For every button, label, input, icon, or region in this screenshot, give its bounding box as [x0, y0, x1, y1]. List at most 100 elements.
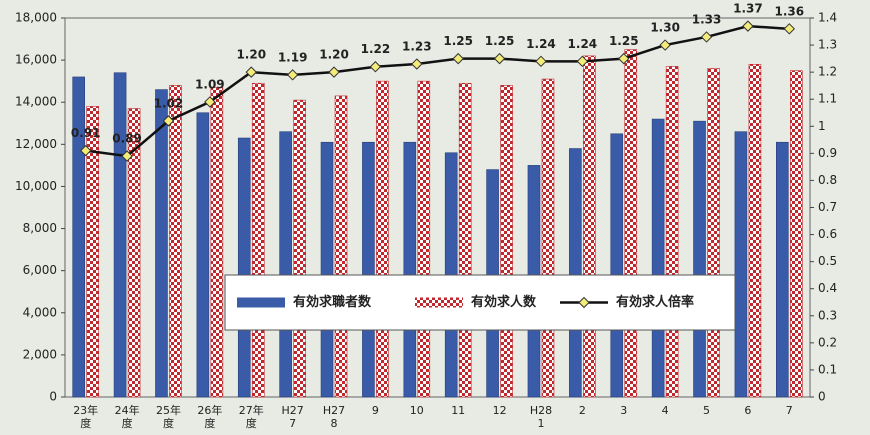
bar — [210, 87, 224, 398]
y2-tick-label: 1.4 — [818, 11, 837, 25]
marker — [204, 96, 216, 108]
bar — [155, 89, 168, 398]
x-tick-label: 3 — [620, 404, 628, 417]
bar — [334, 95, 348, 398]
bar — [72, 76, 85, 398]
bar — [169, 85, 182, 398]
marker — [493, 52, 506, 65]
y2-tick-label: 0.6 — [818, 227, 837, 241]
y-tick-label: 6,000 — [23, 263, 57, 277]
data-label: 1.36 — [775, 4, 805, 18]
marker — [411, 58, 423, 70]
y2-tick-label: 0.5 — [818, 254, 837, 268]
data-label: 1.20 — [319, 48, 349, 62]
y-tick-label: 4,000 — [23, 305, 57, 319]
marker — [369, 61, 382, 73]
bar — [113, 72, 127, 398]
y2-tick-label: 0.1 — [818, 362, 837, 376]
legend-label: 有効求職者数 — [293, 294, 372, 310]
marker — [328, 66, 340, 78]
y2-tick-label: 1.2 — [818, 65, 837, 79]
bar — [86, 106, 99, 398]
bar — [376, 80, 389, 398]
marker — [452, 52, 464, 65]
x-tick-label: 2 — [578, 404, 586, 417]
bar — [610, 133, 624, 398]
bar — [127, 108, 141, 398]
y-tick-label: 10,000 — [15, 179, 57, 193]
bar — [279, 131, 292, 398]
bar — [362, 141, 375, 398]
data-label: 1.09 — [195, 77, 225, 91]
data-label: 1.02 — [154, 96, 184, 110]
y-tick-label: 16,000 — [15, 53, 57, 67]
y2-tick-label: 1.3 — [818, 38, 837, 52]
data-label: 1.23 — [402, 40, 432, 54]
marker — [162, 115, 175, 127]
y2-tick-label: 0 — [818, 390, 826, 404]
bar — [569, 148, 582, 398]
x-tick-label: H27 7 — [281, 404, 304, 430]
y2-tick-label: 0.4 — [818, 281, 837, 295]
bar — [320, 141, 334, 398]
data-label: 0.89 — [112, 132, 142, 146]
y-tick-label: 12,000 — [15, 137, 57, 151]
data-label: 1.30 — [650, 21, 680, 35]
y2-tick-label: 0.3 — [818, 308, 837, 322]
x-tick-label: 6 — [744, 404, 752, 417]
y2-tick-label: 0.9 — [818, 146, 837, 160]
marker — [286, 69, 299, 81]
bar — [403, 141, 417, 398]
bar — [458, 82, 472, 398]
x-tick-label: H27 8 — [322, 404, 346, 430]
y-tick-label: 0 — [49, 390, 57, 404]
y-tick-label: 18,000 — [15, 11, 57, 25]
data-label: 1.20 — [236, 48, 266, 62]
bar — [624, 49, 638, 398]
marker — [245, 66, 257, 78]
x-tick-label: 12 — [492, 404, 507, 417]
x-tick-label: 7 — [785, 404, 793, 417]
legend-label: 有効求人数 — [471, 294, 537, 310]
bar — [293, 99, 306, 398]
legend-marker — [578, 296, 590, 309]
marker — [659, 39, 671, 51]
marker — [121, 150, 133, 162]
data-label: 0.91 — [71, 126, 101, 140]
marker — [535, 55, 547, 68]
x-tick-label: 24年 度 — [114, 404, 140, 430]
y2-tick-label: 1 — [818, 119, 826, 133]
bar — [734, 131, 748, 398]
data-label: 1.19 — [278, 50, 308, 64]
y2-tick-label: 1.1 — [818, 92, 837, 106]
x-tick-label: H28 1 — [529, 404, 553, 430]
bar — [500, 85, 513, 398]
legend-box — [224, 274, 736, 331]
y2-tick-label: 0.7 — [818, 200, 837, 214]
legend-swatch — [415, 297, 463, 308]
x-tick-label: 27年 度 — [238, 404, 264, 430]
data-label: 1.24 — [526, 37, 556, 51]
x-tick-label: 5 — [703, 404, 711, 417]
marker — [783, 23, 796, 35]
data-label: 1.25 — [443, 34, 473, 48]
bar — [790, 70, 803, 398]
bar — [196, 112, 210, 398]
data-label: 1.33 — [692, 12, 722, 26]
bar — [237, 137, 251, 398]
legend-swatch — [237, 297, 285, 308]
data-label: 1.22 — [361, 42, 391, 56]
bar — [776, 141, 789, 398]
x-tick-label: 11 — [451, 404, 466, 417]
marker — [700, 31, 713, 43]
marker — [576, 55, 589, 68]
bar — [583, 55, 596, 398]
x-tick-label: 9 — [371, 404, 379, 417]
data-label: 1.37 — [733, 2, 763, 16]
bar — [707, 68, 720, 398]
marker — [79, 144, 92, 157]
bar — [651, 118, 665, 398]
bar — [417, 80, 431, 398]
